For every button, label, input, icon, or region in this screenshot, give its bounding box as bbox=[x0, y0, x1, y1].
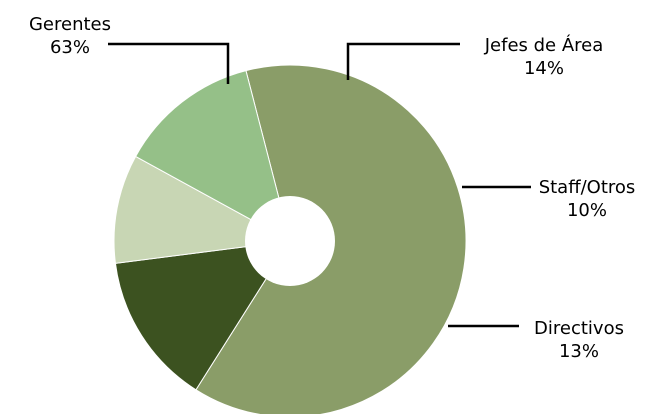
callout-line-gerentes bbox=[108, 42, 230, 84]
slice-percent-staff-otros: 10% bbox=[567, 200, 607, 221]
donut-center-hole bbox=[245, 196, 335, 286]
slice-jefes-de-area bbox=[114, 240, 291, 391]
callout-line-jefes-de-area bbox=[346, 42, 460, 80]
slice-label-staff-otros: Staff/Otros bbox=[539, 177, 636, 198]
slice-percent-jefes-de-area: 14% bbox=[524, 58, 564, 79]
slice-directivos bbox=[134, 70, 291, 242]
slice-label-gerentes: Gerentes bbox=[29, 14, 111, 35]
callout-lines bbox=[108, 42, 531, 328]
slice-percent-directivos: 13% bbox=[559, 341, 599, 362]
slice-label-jefes-de-area: Jefes de Área bbox=[484, 34, 604, 56]
slice-percent-gerentes: 63% bbox=[50, 37, 90, 58]
slice-label-directivos: Directivos bbox=[534, 318, 624, 339]
